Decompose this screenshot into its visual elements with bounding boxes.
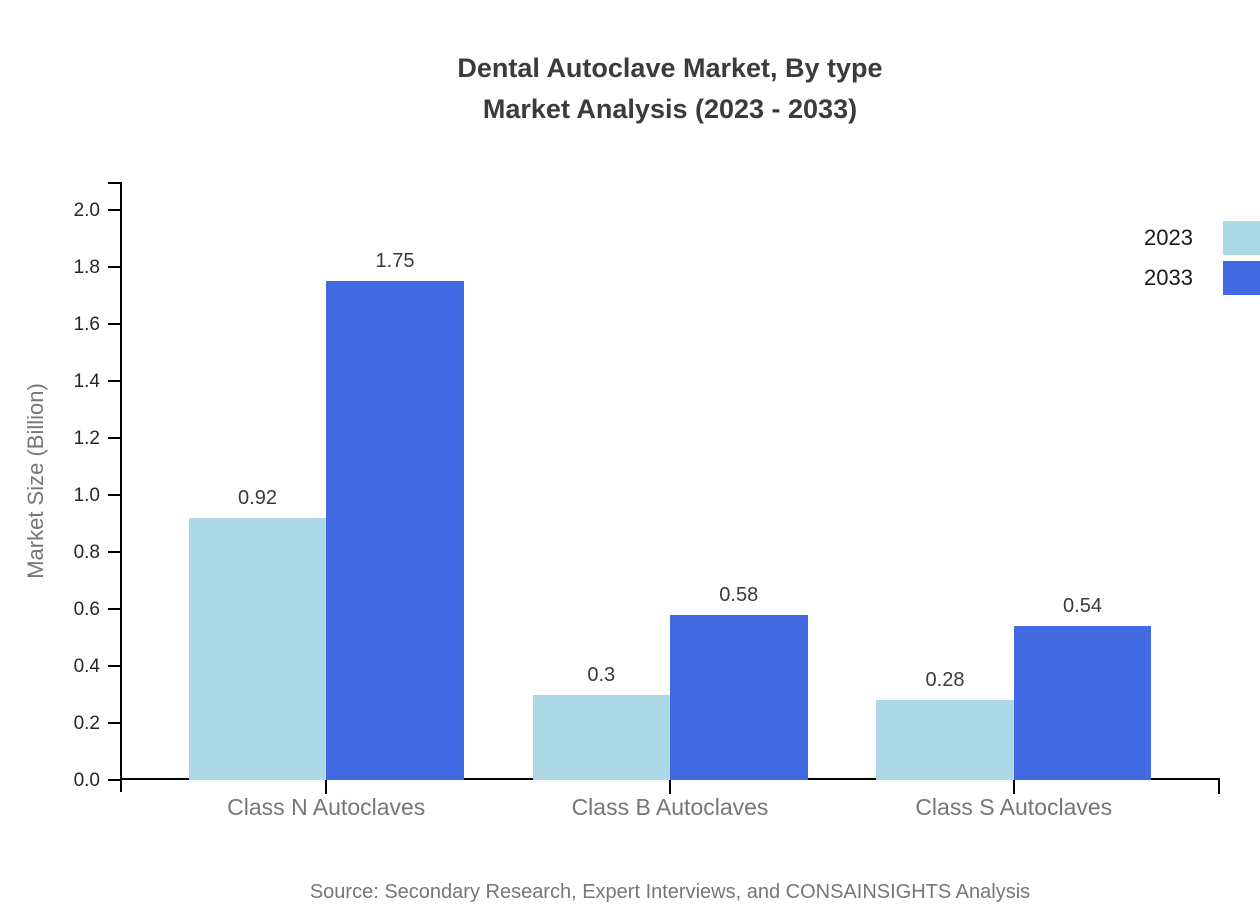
bar-value-label: 0.3: [587, 663, 616, 686]
y-axis-line: [120, 182, 122, 792]
x-tick: [325, 780, 328, 794]
bar-2033-class-n-autoclaves: [326, 281, 464, 780]
y-tick-label: 1.0: [73, 484, 100, 506]
x-axis-category-label: Class N Autoclaves: [227, 794, 426, 820]
legend-label-2033: 2033: [1144, 265, 1193, 290]
chart-title-line2: Market Analysis (2023 - 2033): [482, 94, 858, 124]
y-tick: [108, 437, 120, 439]
legend-item-2023: 2023: [1144, 221, 1260, 255]
y-tick: [108, 266, 120, 268]
y-tick-label: 1.6: [73, 313, 100, 335]
y-tick: [108, 323, 120, 325]
y-tick-label: 0.0: [73, 769, 100, 791]
bar-2023-class-n-autoclaves: [188, 517, 327, 780]
bar-value-label: 0.54: [1063, 595, 1102, 618]
y-tick: [108, 722, 120, 724]
legend-item-2033: 2033: [1144, 261, 1260, 295]
y-axis-top-cap: [108, 182, 120, 184]
y-tick-label: 0.8: [73, 541, 100, 563]
y-tick: [108, 380, 120, 382]
y-tick: [108, 494, 120, 496]
x-axis-category-label: Class B Autoclaves: [571, 794, 769, 820]
y-tick: [108, 551, 120, 553]
y-tick-label: 2.0: [73, 199, 100, 221]
y-tick: [108, 665, 120, 667]
bar-2033-class-b-autoclaves: [670, 614, 808, 780]
x-tick: [1012, 780, 1015, 794]
y-tick: [108, 209, 120, 211]
y-tick-label: 1.2: [73, 427, 100, 449]
plot-area: 0.0 0.2 0.4 0.6 0.8 1.0 1.2 1.4 1.6 1.8 2.0 0.92 1.…: [74, 182, 1220, 820]
x-axis-right-cap: [1218, 778, 1220, 794]
x-tick: [669, 780, 671, 794]
legend: 2023 2033: [1144, 221, 1260, 301]
source-note: Source: Secondary Research, Expert Inter…: [309, 881, 1031, 903]
bar-2023-class-b-autoclaves: [532, 694, 670, 780]
y-tick: [108, 608, 120, 610]
legend-label-2023: 2023: [1144, 225, 1193, 250]
legend-swatch-2033: [1223, 261, 1260, 295]
bar-2023-class-s-autoclaves: [876, 700, 1014, 780]
y-tick-label: 1.4: [73, 370, 100, 392]
y-tick-label: 0.2: [73, 712, 100, 734]
y-tick-label: 0.4: [73, 655, 100, 677]
bar-2033-class-s-autoclaves: [1013, 626, 1152, 780]
x-axis-category-label: Class S Autoclaves: [915, 794, 1113, 820]
bar-value-label: 0.58: [719, 583, 759, 606]
chart-title-line1: Dental Autoclave Market, By type: [457, 53, 883, 83]
bar-value-label: 1.75: [375, 250, 415, 273]
bar-value-label: 0.28: [925, 669, 965, 692]
y-tick: [108, 779, 120, 781]
y-tick-label: 0.6: [73, 598, 100, 620]
bar-value-label: 0.92: [238, 486, 277, 509]
y-tick-label: 1.8: [73, 256, 100, 278]
legend-swatch-2023: [1223, 221, 1260, 255]
chart-title: Dental Autoclave Market, By type Market …: [120, 48, 1220, 130]
